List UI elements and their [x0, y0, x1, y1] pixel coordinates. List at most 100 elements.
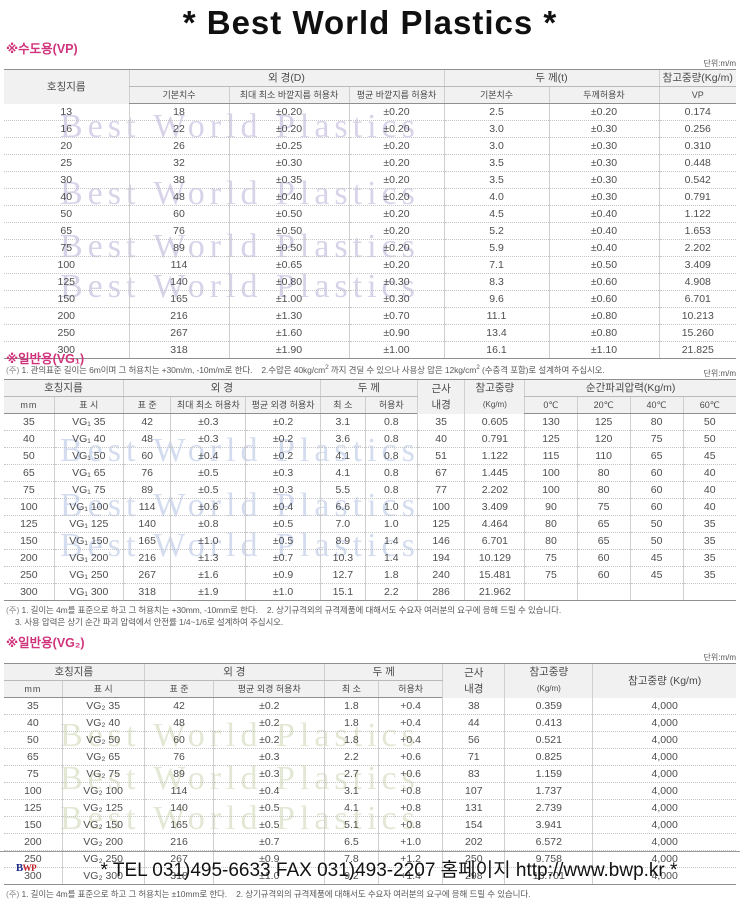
table-cell: 10.213: [658, 307, 736, 325]
table-row: 100 VG₂ 100 114 ±0.4 3.1 +0.8 107 1.737 4,000: [4, 782, 736, 800]
table-cell: 7.1: [443, 256, 549, 274]
table-cell: 2.2: [324, 748, 379, 766]
table-cell: VG₂ 40: [61, 714, 145, 732]
table-cell: 80: [524, 532, 578, 550]
spec-table-vp-body: 13 18 ±0.20 ±0.20 2.5 ±0.20 0.174 16 22 ±0.20 ±0.2…: [4, 103, 736, 359]
table-cell: 125: [524, 430, 578, 448]
table-row: 65 VG₂ 65 76 ±0.3 2.2 +0.6 71 0.825 4,000: [4, 748, 736, 766]
table-cell: ±0.50: [228, 222, 349, 240]
table-cell: 216: [122, 549, 171, 567]
table-cell: ±0.80: [548, 307, 659, 325]
table-cell: 125: [4, 799, 63, 817]
table-cell: 0.8: [364, 481, 418, 499]
table-row: 35 VG₁ 35 42 ±0.3 ±0.2 3.1 0.8 35 0.605 130 125 80 5…: [4, 413, 736, 431]
table-cell: 3.1: [324, 782, 379, 800]
table-cell: ±0.2: [213, 714, 325, 732]
table-cell: 1.122: [464, 447, 525, 465]
table-cell: 0.8: [364, 447, 418, 465]
table-cell: 114: [143, 782, 214, 800]
table-cell: 35: [682, 566, 736, 584]
table-cell: 90: [524, 498, 578, 516]
table-cell: 240: [416, 566, 465, 584]
table-cell: 146: [416, 532, 465, 550]
table-cell: [524, 583, 578, 601]
table-cell: 5.9: [443, 239, 549, 257]
table-cell: 267: [122, 566, 171, 584]
table-cell: 0.256: [658, 120, 736, 138]
table-cell: 300: [4, 341, 129, 359]
table-cell: +1.2: [377, 850, 443, 868]
table-cell: ±0.50: [228, 239, 349, 257]
table-cell: 165: [128, 290, 229, 308]
table-cell: 89: [143, 765, 214, 783]
th-outer-dia: 외 경(D): [128, 69, 444, 87]
footer: BWP * TEL 031)495-6633 FAX 031)493-2207 …: [0, 851, 740, 884]
spec-table-vp: 호칭지름 외 경(D) 두 께(t) 참고중량(Kg/m) 기본치수 최대 최소…: [4, 69, 736, 359]
table-cell: ±0.30: [548, 120, 659, 138]
table-cell: 150: [4, 816, 63, 834]
section-vp: ※수도용(VP) 단위:m/m 호칭지름 외 경(D) 두 께(t) 참고중량(…: [0, 38, 740, 376]
table-cell: 4.1: [319, 464, 366, 482]
table-cell: 35: [682, 515, 736, 533]
section-heading-vp: ※수도용(VP): [6, 42, 78, 56]
th-mark-vg1: 표 시: [53, 396, 124, 414]
table-cell: VG₁ 50: [53, 447, 124, 465]
table-cell: 110: [576, 447, 631, 465]
table-cell: 7.0: [319, 515, 366, 533]
table-cell: ±0.4: [213, 782, 325, 800]
table-cell: ±0.9: [213, 850, 325, 868]
bwp-logo[interactable]: BWP: [0, 862, 52, 874]
table-row: 125 VG₁ 125 140 ±0.8 ±0.5 7.0 1.0 125 4.464 80 65 5…: [4, 515, 736, 533]
table-cell: 40: [416, 430, 465, 448]
th-min-vg1: 최 소: [319, 396, 366, 414]
note-vg2-1: (주) 1. 길이는 4m를 표준으로 하고 그 허용치는 ±10mm로 한다.…: [6, 889, 531, 899]
table-cell: 2.5: [443, 103, 549, 121]
th-maxmin-tol: 최대 최소 바깥지름 허용차: [228, 86, 349, 104]
table-cell: 75: [524, 549, 578, 567]
table-cell: 10.129: [464, 549, 525, 567]
table-cell: ±0.40: [548, 239, 659, 257]
table-cell: 0.8: [364, 430, 418, 448]
table-row: 300 VG₁ 300 318 ±1.9 ±1.0 15.1 2.2 286 21.962: [4, 583, 736, 601]
table-cell: 4,000: [592, 799, 736, 817]
table-cell: 51: [416, 447, 465, 465]
table-cell: 50: [682, 413, 736, 431]
table-cell: 67: [416, 464, 465, 482]
table-cell: 1.0: [364, 498, 418, 516]
table-cell: 4,000: [592, 850, 736, 868]
table-cell: ±0.80: [228, 273, 349, 291]
table-cell: 4.464: [464, 515, 525, 533]
table-cell: ±0.2: [213, 697, 325, 715]
table-cell: 7.8: [324, 850, 379, 868]
table-cell: ±0.5: [245, 532, 321, 550]
table-cell: 50: [4, 447, 55, 465]
table-cell: 12.7: [319, 566, 366, 584]
table-cell: 65: [576, 532, 631, 550]
table-cell: VG₁ 125: [53, 515, 124, 533]
table-row: 16 22 ±0.20 ±0.20 3.0 ±0.30 0.256: [4, 120, 736, 138]
table-cell: VG₂ 150: [61, 816, 145, 834]
table-cell: 3.0: [443, 120, 549, 138]
th-avg-tol-vg1: 평균 외경 허용차: [245, 396, 321, 414]
table-row: 150 VG₁ 150 165 ±1.0 ±0.5 8.9 1.4 146 6.701 80 65 5…: [4, 532, 736, 550]
table-cell: ±0.3: [170, 430, 246, 448]
table-row: 13 18 ±0.20 ±0.20 2.5 ±0.20 0.174: [4, 103, 736, 121]
th-std-length-vg2: 참고중량 (Kg/m): [592, 663, 736, 698]
table-cell: 76: [128, 222, 229, 240]
table-cell: 1.8: [324, 731, 379, 749]
table-cell: 200: [4, 833, 63, 851]
table-cell: VG₂ 65: [61, 748, 145, 766]
table-cell: 60: [629, 464, 684, 482]
table-cell: 0.174: [658, 103, 736, 121]
logo-b: B: [15, 862, 23, 874]
spec-table-vg2-body: 35 VG₂ 35 42 ±0.2 1.8 +0.4 38 0.359 4,000 40 VG₂ 4…: [4, 697, 736, 885]
table-cell: 286: [416, 583, 465, 601]
table-cell: ±0.5: [245, 515, 321, 533]
table-cell: 318: [122, 583, 171, 601]
table-cell: 71: [442, 748, 505, 766]
table-cell: 25: [4, 154, 129, 172]
table-cell: 0.8: [364, 413, 418, 431]
table-cell: 0.310: [658, 137, 736, 155]
table-cell: 1.159: [504, 765, 593, 783]
table-cell: 267: [128, 324, 229, 342]
